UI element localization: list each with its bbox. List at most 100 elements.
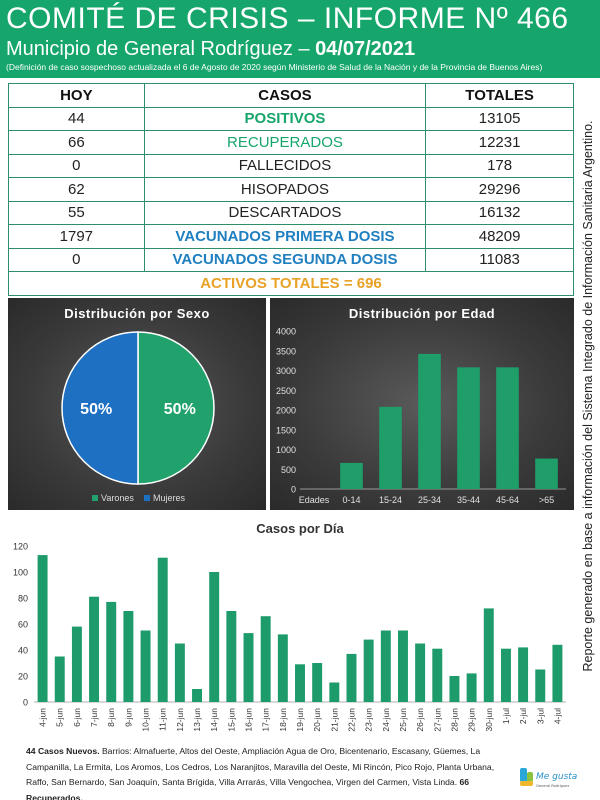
- day-bar-30-jun: [483, 608, 494, 702]
- day-bar-10-jun: [140, 630, 151, 702]
- caso-cell: VACUNADOS SEGUNDA DOSIS: [143, 247, 427, 272]
- total-cell: 16132: [425, 200, 574, 225]
- age-bar-25-34: [418, 353, 441, 489]
- caso-cell: RECUPERADOS: [143, 130, 427, 155]
- barrios-list: Barrios: Almafuerte, Altos del Oeste, Am…: [26, 746, 495, 787]
- x-tick-label: 15-jun: [226, 708, 236, 732]
- daily-bar-chart: 0 20 40 60 80 100 120 4-jun 5-jun 6-jun 7-jun 8-jun…: [13, 542, 566, 732]
- x-tick-label: 2-jul: [518, 708, 528, 724]
- caso-cell: DESCARTADOS: [143, 200, 427, 225]
- y-tick-label: 2000: [276, 406, 296, 416]
- x-axis-label: Edades: [299, 495, 330, 505]
- activos-row: ACTIVOS TOTALES = 696: [8, 271, 574, 296]
- age-chart-title: Distribución por Edad: [348, 306, 496, 321]
- x-tick-label: 21-jun: [329, 708, 339, 732]
- hoy-cell: 62: [8, 177, 145, 202]
- table-row: 0 VACUNADOS SEGUNDA DOSIS 11083: [8, 247, 574, 272]
- day-bar-12-jun: [174, 643, 185, 702]
- x-tick-label: 27-jun: [432, 708, 442, 732]
- day-bar-18-jun: [277, 634, 288, 702]
- day-bar-19-jun: [295, 664, 305, 702]
- x-tick-label: 9-jun: [123, 708, 133, 727]
- y-tick-label: 40: [18, 646, 28, 656]
- x-tick-label: 26-jun: [415, 708, 425, 732]
- header-casos: CASOS: [143, 83, 427, 108]
- x-tick-label: 3-jul: [535, 708, 545, 724]
- age-bar-35-44: [457, 367, 480, 489]
- table-row: 55 DESCARTADOS 16132: [8, 200, 574, 225]
- report-date: 04/07/2021: [315, 38, 416, 60]
- x-tick-label: 8-jun: [106, 708, 116, 727]
- y-tick-label: 2500: [276, 386, 296, 396]
- day-bar-21-jun: [329, 682, 340, 702]
- age-bar->65: [535, 458, 558, 489]
- x-tick-label: 14-jun: [209, 708, 219, 732]
- total-cell: 178: [425, 153, 574, 178]
- day-bar-28-jun: [449, 676, 460, 702]
- x-tick-label: >65: [539, 495, 554, 505]
- age-bar-0-14: [340, 462, 363, 489]
- x-tick-label: 24-jun: [381, 708, 391, 732]
- x-tick-label: 15-24: [379, 495, 402, 505]
- day-bar-23-jun: [363, 639, 374, 702]
- day-bar-2-jul: [518, 647, 529, 702]
- x-tick-label: 35-44: [457, 495, 480, 505]
- age-distribution-panel: Distribución por Edad 0 500 1000 1500 2000 25…: [270, 298, 574, 510]
- logo-line1: Me gusta: [536, 772, 577, 782]
- x-tick-label: 7-jun: [89, 708, 99, 727]
- y-tick-label: 1000: [276, 445, 296, 455]
- pie-value-label: 50%: [164, 401, 196, 418]
- total-cell: 13105: [425, 106, 574, 131]
- x-tick-label: 0-14: [342, 495, 360, 505]
- x-tick-label: 23-jun: [364, 708, 374, 732]
- caso-cell: FALLECIDOS: [143, 153, 427, 178]
- hoy-cell: 0: [8, 247, 145, 272]
- day-bar-4-jun: [37, 555, 48, 702]
- x-tick-label: 12-jun: [175, 708, 185, 732]
- day-bar-16-jun: [243, 633, 254, 702]
- x-tick-label: 4-jul: [552, 708, 562, 724]
- x-tick-label: 20-jun: [312, 708, 322, 732]
- y-tick-label: 0: [291, 485, 296, 495]
- logo-line2: General Rodríguez: [536, 784, 569, 788]
- y-tick-label: 20: [18, 672, 28, 682]
- x-tick-label: 4-jun: [38, 708, 48, 727]
- y-tick-label: 1500: [276, 425, 296, 435]
- x-tick-label: 45-64: [496, 495, 519, 505]
- x-tick-label: 25-jun: [398, 708, 408, 732]
- table-row: 44 POSITIVOS 13105: [8, 106, 574, 131]
- day-bar-22-jun: [346, 653, 357, 702]
- y-tick-label: 60: [18, 620, 28, 630]
- day-bar-6-jun: [71, 626, 82, 702]
- legend-label: Varones: [101, 493, 134, 503]
- day-bar-9-jun: [123, 611, 134, 702]
- nuevos-label: 44 Casos Nuevos.: [26, 746, 100, 756]
- municipio-label: Municipio de General Rodríguez –: [6, 38, 316, 60]
- day-bar-29-jun: [466, 673, 477, 702]
- day-bar-5-jun: [54, 656, 65, 702]
- x-tick-label: 19-jun: [295, 708, 305, 732]
- day-bar-20-jun: [312, 663, 323, 702]
- sex-chart-title: Distribución por Sexo: [64, 306, 210, 321]
- x-tick-label: 16-jun: [244, 708, 254, 732]
- me-gusta-logo: Me gusta General Rodríguez: [520, 768, 577, 788]
- y-tick-label: 80: [18, 594, 28, 604]
- pie-slice-varones: [137, 331, 215, 485]
- caso-cell: VACUNADOS PRIMERA DOSIS: [143, 224, 427, 249]
- total-cell: 48209: [425, 224, 574, 249]
- y-tick-label: 3000: [276, 366, 296, 376]
- definition-note: (Definición de caso sospechoso actualiza…: [6, 62, 543, 72]
- x-tick-label: 22-jun: [346, 708, 356, 732]
- sex-pie-chart: 50% 50% Varones Mujeres: [61, 331, 215, 503]
- day-bar-25-jun: [397, 630, 408, 702]
- legend-label: Mujeres: [153, 493, 186, 503]
- day-bar-4-jul: [552, 644, 563, 702]
- x-tick-label: 28-jun: [449, 708, 459, 732]
- age-bar-chart: 0 500 1000 1500 2000 2500 3000 3500 4000 Edades 0-…: [276, 327, 566, 505]
- x-tick-label: 11-jun: [158, 708, 168, 731]
- day-bar-27-jun: [432, 648, 443, 702]
- header-hoy: HOY: [8, 83, 145, 108]
- hoy-cell: 0: [8, 153, 145, 178]
- x-tick-label: 25-34: [418, 495, 441, 505]
- x-tick-label: 30-jun: [484, 708, 494, 732]
